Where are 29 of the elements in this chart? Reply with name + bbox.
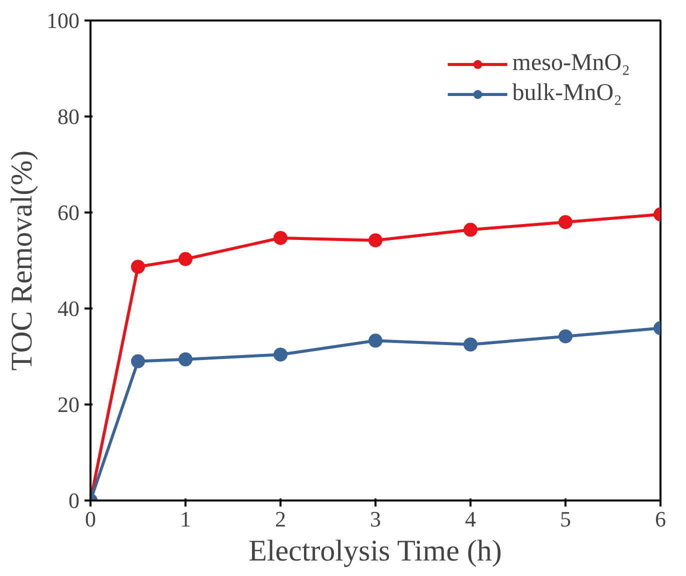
y-tick-label: 0 [68, 488, 80, 513]
x-tick-label: 3 [370, 506, 381, 532]
y-tick-label: 80 [58, 104, 80, 129]
y-tick-label: 40 [58, 296, 80, 321]
x-tick-label: 2 [275, 506, 286, 532]
point [558, 215, 572, 230]
point [368, 233, 382, 248]
legend-label: meso-MnO₂ [512, 50, 630, 77]
x-tick-label: 4 [465, 506, 476, 532]
point [131, 354, 145, 368]
point [464, 222, 478, 237]
point [178, 352, 192, 366]
x-tick-label: 6 [655, 506, 666, 532]
point [131, 260, 145, 274]
x-tick-label: 1 [180, 506, 191, 532]
point [464, 338, 478, 352]
x-axis-title: Electrolysis Time (h) [248, 534, 502, 568]
point [274, 348, 288, 362]
y-axis-title: TOC Removal(%) [6, 150, 38, 371]
point [274, 230, 288, 245]
x-tick-label: 5 [560, 506, 571, 532]
x-tick-label: 0 [85, 506, 96, 532]
y-tick-label: 60 [58, 200, 80, 225]
y-tick-label: 20 [58, 392, 80, 417]
y-tick-label: 100 [46, 8, 80, 33]
point [178, 252, 192, 266]
legend-label: bulk-MnO₂ [512, 80, 622, 107]
point [558, 329, 572, 344]
point [368, 334, 382, 348]
